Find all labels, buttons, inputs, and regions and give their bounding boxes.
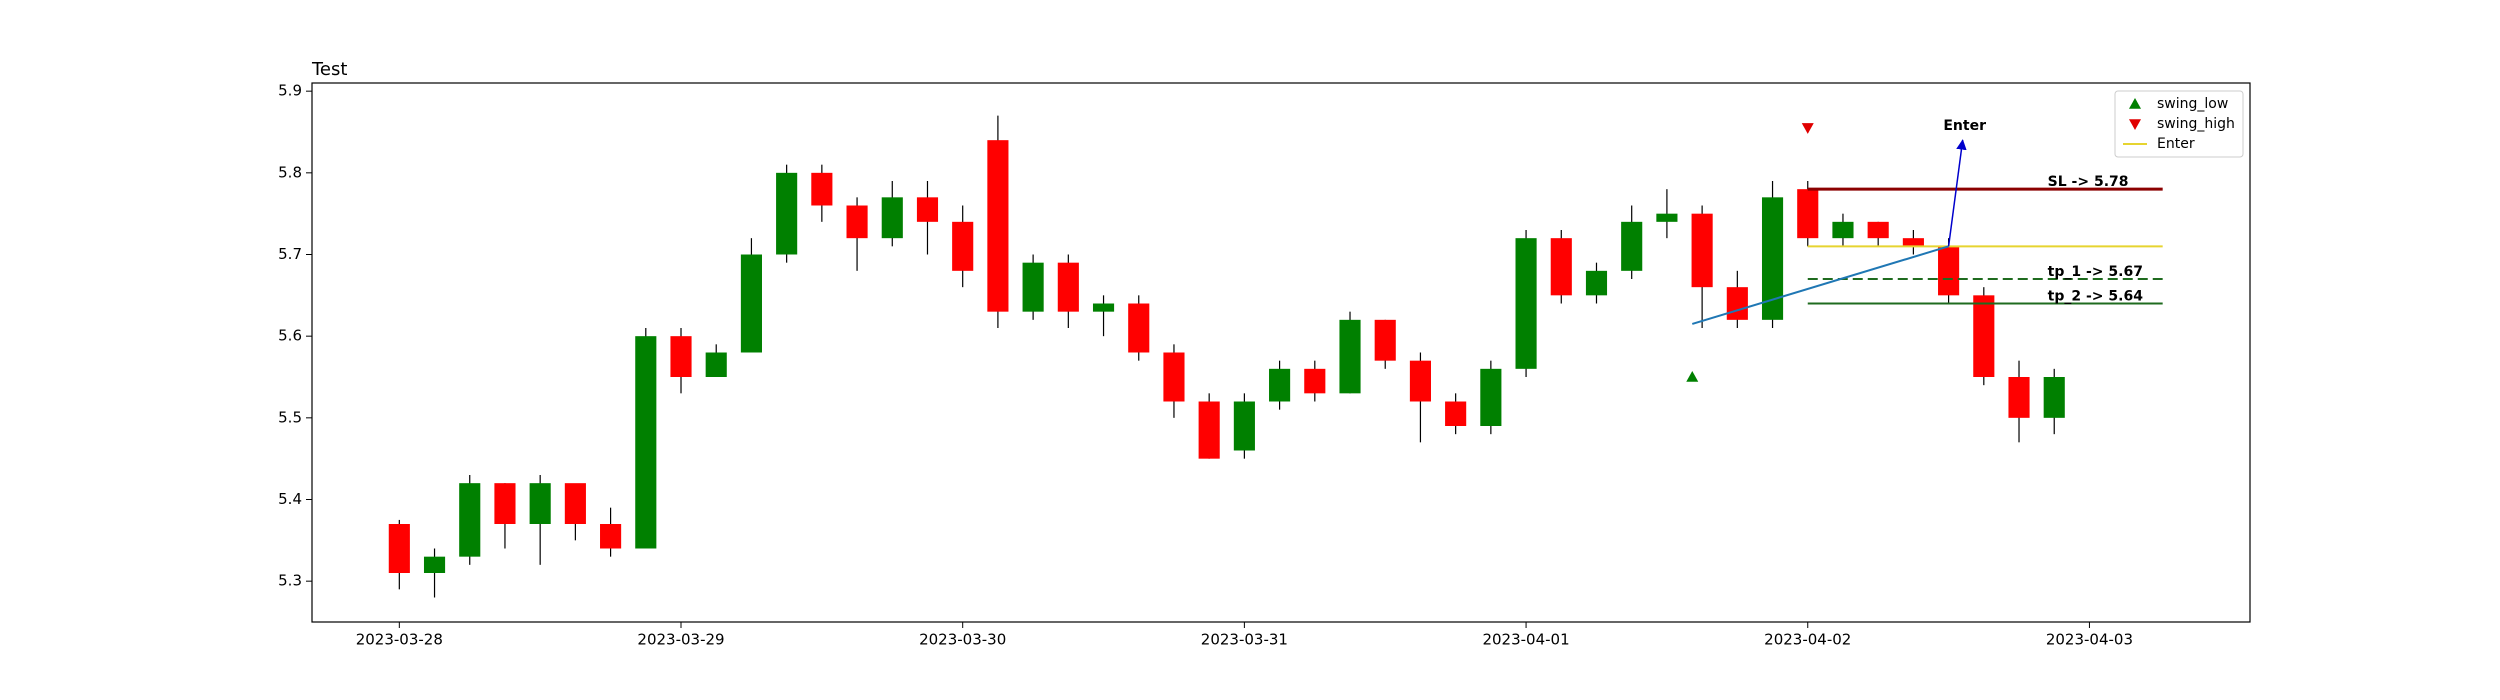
candle-body — [1902, 238, 1924, 247]
candle-body — [2043, 377, 2065, 418]
candle-body — [670, 336, 692, 377]
marker — [1686, 371, 1699, 382]
y-tick-label: 5.9 — [278, 82, 302, 100]
candle-body — [1550, 238, 1572, 296]
x-tick-label: 2023-04-02 — [1764, 631, 1851, 649]
candle-body — [987, 140, 1009, 312]
candle-body — [1973, 295, 1995, 377]
candle-body — [1445, 401, 1467, 426]
candle-body — [776, 172, 798, 255]
candle-body — [1057, 262, 1079, 312]
candle-body — [705, 352, 727, 377]
x-tick-label: 2023-03-30 — [919, 631, 1006, 649]
x-tick-label: 2023-04-01 — [1482, 631, 1569, 649]
candle-body — [1092, 303, 1115, 312]
y-tick-label: 5.3 — [278, 572, 302, 590]
candle-body — [1832, 221, 1854, 239]
candle-body — [1022, 262, 1044, 312]
x-tick-label: 2023-03-28 — [356, 631, 443, 649]
candle-body — [1867, 221, 1889, 239]
candle-body — [635, 336, 657, 549]
candle-body — [2008, 377, 2030, 418]
trend-line — [1691, 245, 1949, 325]
candle-body — [1128, 303, 1150, 353]
candle-body — [811, 172, 833, 206]
y-tick-label: 5.7 — [278, 245, 302, 263]
legend-label: swing_low — [2157, 96, 2228, 112]
arrow — [1947, 139, 1967, 247]
legend: swing_low swing_high Enter — [2114, 90, 2244, 158]
candle-body — [1761, 197, 1784, 320]
x-tick-label: 2023-04-03 — [2046, 631, 2133, 649]
candle-body — [1269, 368, 1291, 402]
candle-body — [529, 483, 551, 524]
candle-body — [423, 556, 446, 573]
candle-body — [494, 483, 516, 524]
candle-body — [1304, 368, 1326, 394]
y-tick-label: 5.5 — [278, 408, 302, 426]
candle-body — [459, 483, 481, 557]
candle-body — [952, 221, 974, 271]
candle-body — [1409, 360, 1431, 402]
candle-body — [388, 524, 410, 573]
marker — [1801, 123, 1814, 134]
candle-body — [1233, 401, 1255, 451]
y-tick-label: 5.6 — [278, 327, 302, 345]
legend-marker — [2129, 119, 2141, 130]
level-label: SL -> 5.78 — [2048, 174, 2129, 190]
candle-body — [1585, 270, 1608, 296]
candle-body — [881, 197, 903, 239]
arrow-label: Enter — [1943, 118, 1986, 134]
candle-body — [1938, 246, 1960, 296]
x-tick-label: 2023-03-29 — [637, 631, 724, 649]
candle-body — [1515, 238, 1537, 369]
candle-body — [1374, 319, 1396, 361]
y-tick-label: 5.4 — [278, 490, 302, 508]
candle-body — [1797, 189, 1819, 239]
candle-body — [1691, 213, 1713, 288]
legend-marker — [2129, 98, 2141, 109]
plot-frame — [311, 82, 2251, 623]
x-tick-label: 2023-03-31 — [1201, 631, 1288, 649]
candle-body — [1339, 319, 1361, 394]
candle-body — [1163, 352, 1185, 402]
chart-title: Test — [311, 59, 347, 80]
y-tick-label: 5.8 — [278, 163, 302, 181]
candle-body — [1480, 368, 1502, 426]
candle-body — [1621, 221, 1643, 271]
candle-body — [740, 254, 762, 353]
candle-body — [1726, 287, 1748, 320]
legend-label: Enter — [2157, 136, 2195, 152]
candle-body — [916, 197, 939, 222]
legend-box — [2114, 90, 2244, 158]
candle-body — [1656, 213, 1678, 222]
candle-body — [564, 483, 586, 524]
candle-body — [846, 205, 868, 239]
legend-label: swing_high — [2157, 116, 2235, 132]
level-label: tp_2 -> 5.64 — [2048, 289, 2144, 305]
candle-body — [1198, 401, 1220, 459]
candle-body — [600, 524, 622, 549]
level-label: tp_1 -> 5.67 — [2048, 264, 2143, 280]
